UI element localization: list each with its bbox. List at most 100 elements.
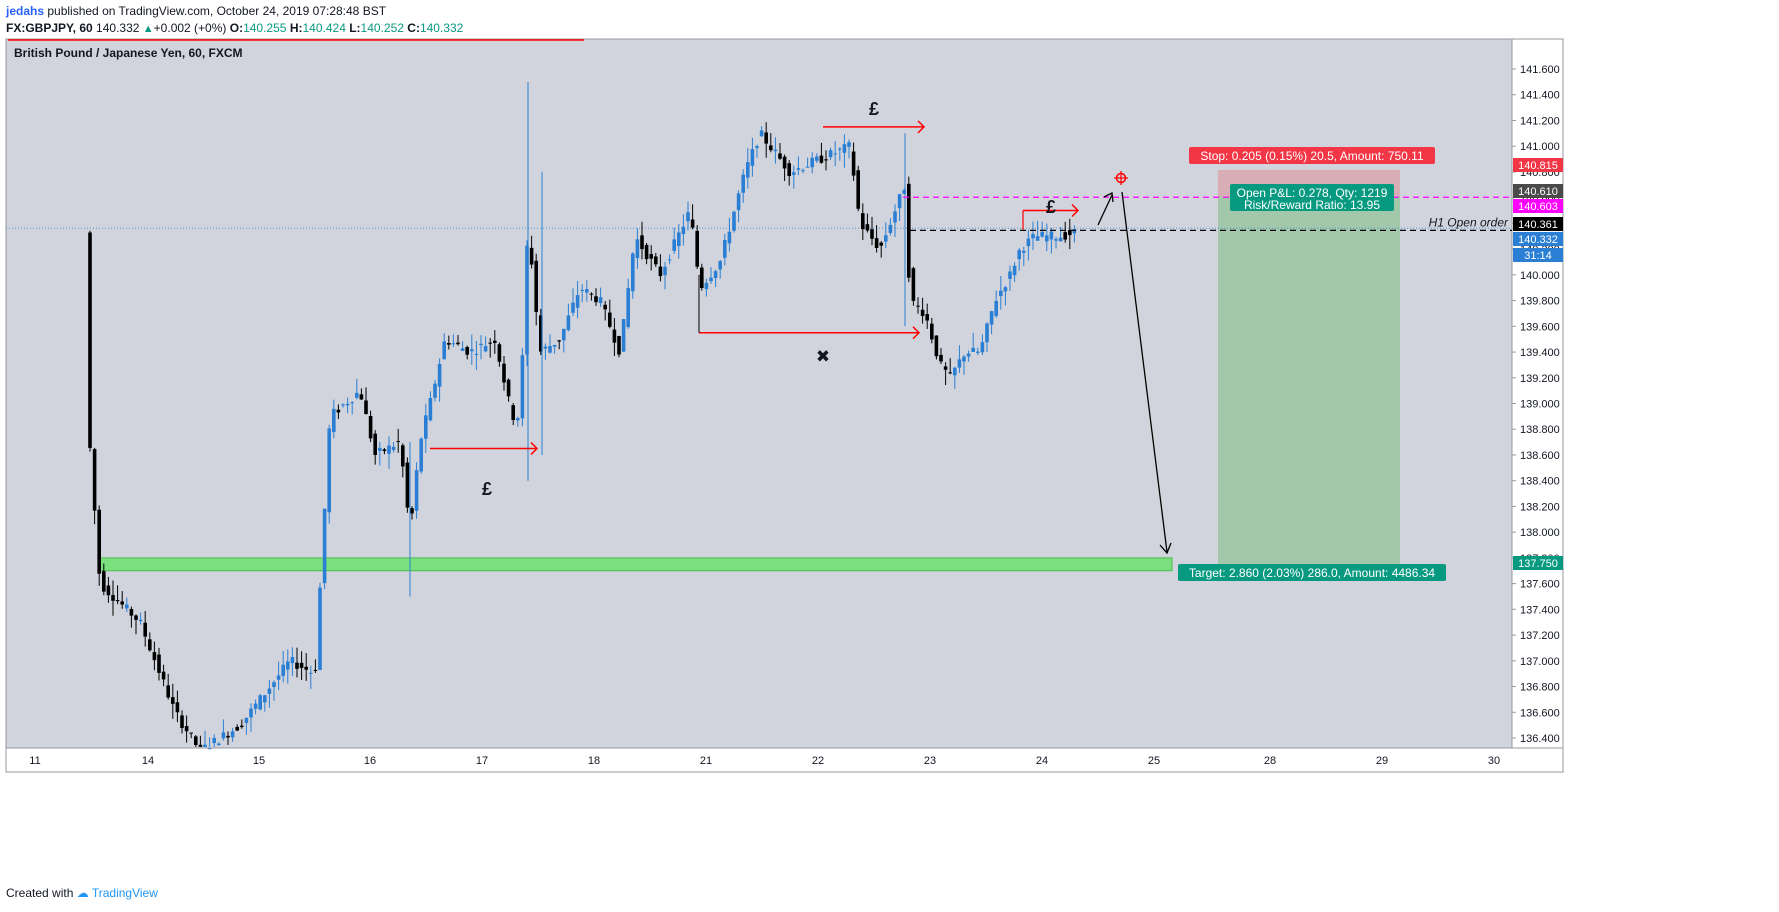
crosshair-icon [1114,171,1128,185]
candle-body [1022,250,1026,253]
candle-body [336,409,341,413]
candle-body [230,731,235,738]
candle-body [419,438,423,472]
high-value: 140.424 [302,21,346,35]
candle-body [916,305,920,307]
candle-body [474,353,479,355]
candle-body [451,343,456,345]
tradingview-brand: TradingView [91,886,158,900]
close-value: 140.332 [419,21,464,35]
candle-body [529,247,534,265]
y-tick-label: 138.800 [1520,424,1560,436]
x-tick-label: 23 [924,755,936,767]
candle-body [134,615,138,620]
candle-body [736,193,741,211]
axis-label-text: 140.332 [1518,234,1558,246]
candle-body [217,743,221,746]
candle-body [322,508,327,584]
candle-body [497,344,502,362]
red-arrowhead [530,441,539,456]
axis-label-text: 140.603 [1518,201,1558,213]
candle-body [414,470,419,511]
candle-body [249,708,253,718]
candle-body [226,735,230,738]
candle-body [272,682,276,688]
candle-body [796,168,801,170]
candle-body [152,652,157,661]
candle-body [194,736,198,745]
y-tick-label: 141.400 [1520,90,1560,102]
candle-body [125,604,129,609]
forecast-down-arrowhead [1159,542,1172,555]
red-arrowhead [912,326,921,340]
candle-body [902,190,906,194]
candle-body [470,349,474,352]
candle-body [364,400,368,415]
candle-body [810,157,814,168]
candle-body [92,449,97,511]
candle-body [1017,250,1021,260]
author-link[interactable]: jedahs [6,4,45,18]
candle-body [221,732,226,739]
axis-label-last [1513,232,1563,246]
candle-body [681,226,686,234]
candle-body [391,446,396,451]
symbol-label: FX:GBPJPY, 60 [6,21,93,35]
candle-body [575,295,580,308]
candle-body [819,155,824,163]
candle-body [111,595,115,601]
candle-body [97,509,101,574]
candle-body [925,314,929,321]
candle-body [447,342,451,345]
candle-body [980,342,985,353]
candle-body [143,622,147,637]
high-label: H: [289,21,303,35]
red-arrowhead [1071,203,1080,218]
candle-body [424,415,428,439]
footer: Created with ☁ TradingView [6,886,158,900]
forecast-up-arrowhead [1103,192,1114,203]
candle-body [718,261,722,270]
candle-body [138,619,143,622]
candle-body [571,302,575,313]
pound-label: £ [482,479,492,499]
candle-body [842,144,847,153]
candle-body [378,447,382,451]
pound-label: £ [869,99,879,119]
publish-text: published on TradingView.com, October 24… [47,4,387,18]
x-tick-label: 29 [1376,755,1388,767]
candle-body [713,271,718,278]
price-change: +0.002 (+0%) [153,21,227,35]
candle-body [805,166,810,168]
x-tick-label: 15 [253,755,265,767]
candle-body [865,224,870,231]
candle-body [442,341,446,360]
candle-body [879,242,883,246]
candle-body [102,571,106,592]
y-tick-label: 139.600 [1520,321,1560,333]
tradingview-logo[interactable]: ☁ TradingView [76,886,158,900]
candle-body [479,343,483,346]
candle-body [493,340,497,343]
candle-body [727,231,732,244]
x-tick-label: 21 [700,755,712,767]
y-tick-label: 136.600 [1520,707,1560,719]
y-tick-label: 141.000 [1520,141,1560,153]
target-zone [1218,196,1400,565]
candle-body [631,253,635,292]
candle-body [511,405,515,421]
candle-body [405,462,410,508]
publish-info: jedahs published on TradingView.com, Oct… [6,4,386,18]
created-with-text: Created with [6,886,74,900]
candle-body [1040,231,1044,237]
candle-body [617,336,621,355]
axis-label-countdown [1513,248,1563,262]
candle-body [525,245,529,355]
candle-body [106,585,111,596]
candle-body [286,661,290,670]
candle-body [686,212,690,222]
candle-body [994,301,998,316]
y-tick-label: 137.000 [1520,656,1560,668]
